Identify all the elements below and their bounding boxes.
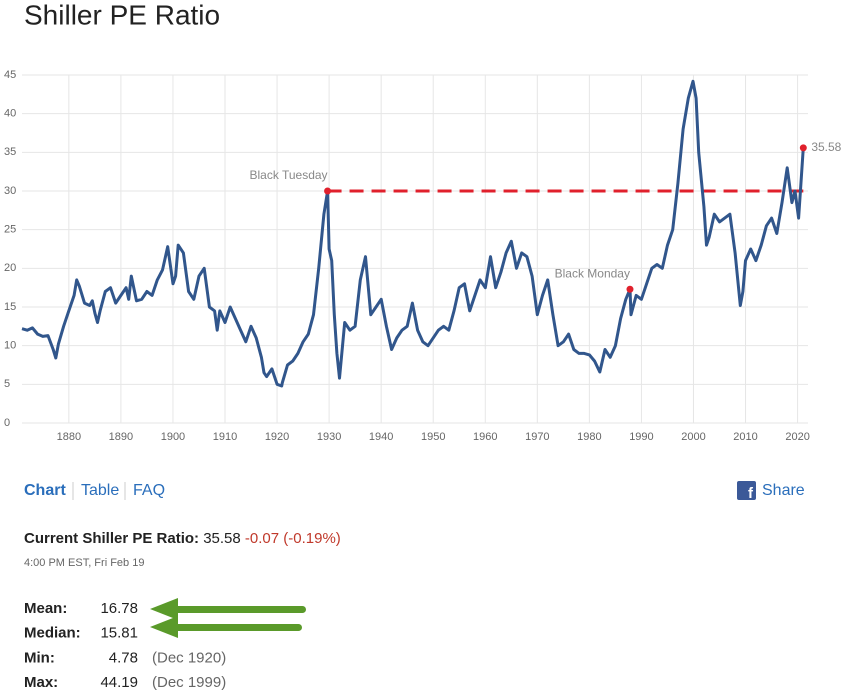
current-value: 35.58 (203, 530, 241, 547)
arrow-head (150, 616, 178, 638)
y-tick-label: 45 (4, 69, 16, 81)
stat-label: Mean: (24, 600, 67, 617)
tab[interactable]: Table (81, 482, 119, 499)
y-tick-label: 15 (4, 301, 16, 313)
stat-value: 15.81 (100, 625, 138, 642)
chart-title: Shiller PE Ratio (24, 0, 220, 30)
x-tick-label: 1990 (629, 431, 653, 443)
annotation-marker (324, 187, 332, 195)
y-tick-label: 10 (4, 340, 16, 352)
y-tick-label: 25 (4, 224, 16, 236)
x-tick-label: 1930 (317, 431, 341, 443)
x-tick-label: 2020 (785, 431, 809, 443)
x-tick-label: 1940 (369, 431, 393, 443)
x-tick-label: 1890 (109, 431, 133, 443)
arrow-head (150, 598, 178, 620)
x-tick-label: 2000 (681, 431, 705, 443)
stat-value: 44.19 (100, 674, 138, 691)
timestamp: 4:00 PM EST, Fri Feb 19 (24, 557, 144, 569)
current-line: Current Shiller PE Ratio: 35.58 -0.07 (-… (24, 530, 341, 547)
stat-label: Max: (24, 674, 58, 691)
tab[interactable]: FAQ (133, 482, 165, 499)
x-tick-label: 2010 (733, 431, 757, 443)
facebook-icon (737, 481, 756, 500)
annotation-label: Black Tuesday (250, 168, 328, 182)
x-tick-label: 1920 (265, 431, 289, 443)
stat-label: Min: (24, 649, 55, 666)
annotation-marker (626, 285, 634, 293)
current-change: -0.07 (-0.19%) (245, 530, 341, 547)
stat-value: 16.78 (100, 600, 138, 617)
plot-area: 0 5 10 15 20 25 30 35 40 45 1880 1890 1900 1910 1920 19… (4, 69, 842, 443)
current-label: Current Shiller PE Ratio: (24, 530, 199, 547)
stat-label: Median: (24, 625, 81, 642)
x-tick-label: 1970 (525, 431, 549, 443)
x-tick-label: 1950 (421, 431, 445, 443)
last-value-label: 35.58 (811, 140, 841, 154)
tab[interactable]: Chart (24, 482, 66, 499)
y-tick-label: 35 (4, 146, 16, 158)
y-tick-label: 5 (4, 378, 10, 390)
x-tick-label: 1900 (161, 431, 185, 443)
last-point (799, 144, 807, 152)
facebook-f: f (748, 485, 754, 502)
annotation-label: Black Monday (555, 266, 630, 280)
x-tick-label: 1880 (57, 431, 81, 443)
y-tick-label: 20 (4, 262, 16, 274)
arrow-shaft (172, 606, 306, 613)
x-tick-label: 1910 (213, 431, 237, 443)
arrows (150, 598, 306, 638)
stat-note: (Dec 1999) (152, 674, 226, 691)
x-tick-label: 1980 (577, 431, 601, 443)
share-label[interactable]: Share (762, 482, 805, 499)
stat-note: (Dec 1920) (152, 649, 226, 666)
arrow-shaft (172, 624, 302, 631)
stat-value: 4.78 (109, 649, 138, 666)
share-button[interactable]: f Share (737, 481, 805, 502)
line-series (21, 79, 805, 388)
stats: Mean: 16.78 Median: 15.81 Min: 4.78 (Dec 1920)… (24, 600, 226, 691)
y-tick-label: 0 (4, 417, 10, 429)
y-tick-label: 30 (4, 185, 16, 197)
x-tick-label: 1960 (473, 431, 497, 443)
y-tick-label: 40 (4, 108, 16, 120)
